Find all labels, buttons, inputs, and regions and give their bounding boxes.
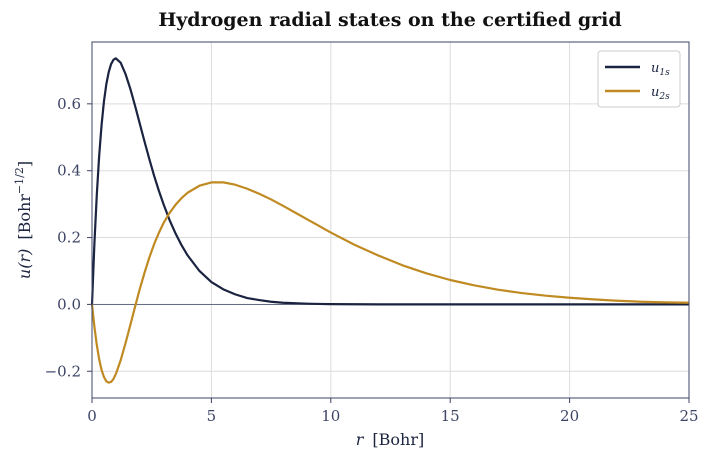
x-axis-label: r [Bohr] bbox=[356, 430, 424, 449]
y-tick-label-0: −0.2 bbox=[45, 362, 81, 380]
y-axis-close: ] bbox=[15, 161, 34, 167]
x-tick-label-0: 0 bbox=[87, 407, 97, 425]
plot-frame bbox=[91, 41, 690, 399]
x-axis-var: r bbox=[356, 430, 365, 449]
y-tick-label-4: 0.6 bbox=[57, 95, 81, 113]
y-axis-var: u(r) bbox=[15, 249, 34, 279]
x-tick-label-5: 25 bbox=[679, 407, 698, 425]
x-tick-label-2: 10 bbox=[321, 407, 340, 425]
x-axis-unit: [Bohr] bbox=[372, 430, 424, 449]
legend: u1s u2s bbox=[597, 50, 681, 108]
x-tick-label-1: 5 bbox=[207, 407, 217, 425]
x-tick-label-3: 15 bbox=[441, 407, 460, 425]
legend-label-u2s: u2s bbox=[651, 85, 670, 102]
y-axis-unit: [Bohr bbox=[15, 194, 34, 240]
legend-box bbox=[597, 50, 681, 108]
x-tick-label-4: 20 bbox=[560, 407, 579, 425]
y-axis-label: u(r) [Bohr−1/2] bbox=[13, 161, 34, 279]
y-tick-label-2: 0.2 bbox=[57, 229, 81, 247]
x-axis-ticks: 0 5 10 15 20 25 bbox=[87, 398, 699, 425]
y-axis-exponent: −1/2 bbox=[13, 167, 26, 194]
legend-label-u1s: u1s bbox=[651, 61, 670, 78]
chart-title: Hydrogen radial states on the certified … bbox=[158, 9, 621, 31]
series-layer bbox=[90, 57, 690, 384]
series-line-u2s bbox=[90, 181, 690, 384]
y-axis-ticks: −0.2 0.0 0.2 0.4 0.6 bbox=[45, 95, 92, 380]
y-tick-label-3: 0.4 bbox=[57, 162, 81, 180]
y-tick-label-1: 0.0 bbox=[57, 295, 81, 313]
series-line-u1s bbox=[90, 57, 689, 306]
